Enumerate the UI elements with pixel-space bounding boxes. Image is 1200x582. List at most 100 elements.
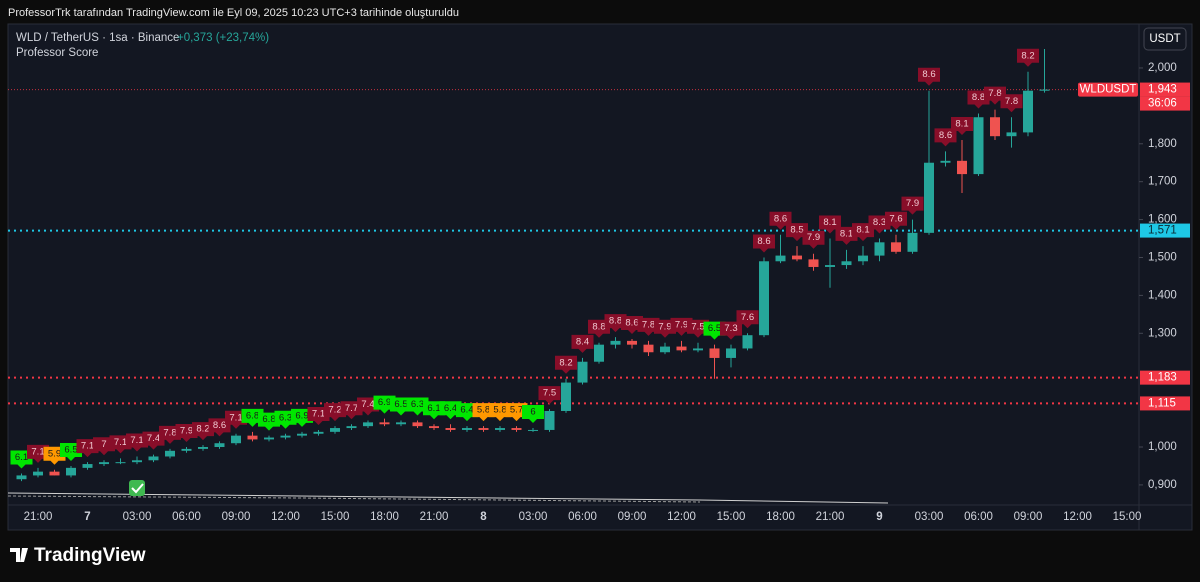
candle-body	[313, 431, 324, 434]
candle-body	[858, 255, 868, 262]
score-label: 7.8	[163, 427, 176, 438]
candle-body	[1006, 132, 1017, 137]
score-label: 8.6	[939, 130, 952, 141]
symbol-title: WLD / TetherUS · 1sa · Binance	[16, 32, 179, 44]
candle-body	[577, 361, 588, 383]
x-tick-label: 12:00	[271, 511, 300, 523]
score-label: 7.9	[658, 321, 671, 332]
score-label: 7.1	[81, 441, 94, 452]
level-label: 1,943	[1148, 84, 1177, 96]
candle-body	[594, 344, 604, 362]
candle-body	[940, 160, 951, 163]
score-label: 6.3	[411, 399, 424, 410]
candle-body	[1023, 90, 1033, 133]
candle-body	[742, 335, 753, 349]
candle-body	[297, 433, 307, 436]
y-tick-label: 2,000	[1148, 62, 1177, 74]
y-tick-label: 1,700	[1148, 176, 1177, 188]
score-label: 7.9	[675, 319, 688, 330]
candle-body	[528, 429, 538, 431]
score-bubble	[522, 405, 544, 424]
y-tick-label: 1,300	[1148, 327, 1177, 339]
candle-body	[808, 259, 819, 267]
candle-body	[643, 344, 654, 353]
candle-body	[379, 422, 390, 425]
indicator-line	[7, 492, 889, 504]
candle-body	[544, 410, 555, 430]
candle-body	[445, 428, 456, 430]
candle-body	[478, 428, 489, 430]
x-tick-label: 12:00	[1063, 511, 1092, 523]
x-tick-label: 03:00	[915, 511, 944, 523]
x-tick-label: 06:00	[568, 511, 597, 523]
level-label: 1,571	[1148, 225, 1177, 237]
symbol-tag: WLDUSDT	[1080, 84, 1137, 96]
candle-body	[148, 456, 159, 461]
candle-body	[66, 467, 76, 476]
y-tick-label: 1,000	[1148, 441, 1177, 453]
score-label: 5.9	[48, 448, 61, 459]
y-tick-label: 1,500	[1148, 252, 1177, 264]
score-label: 8.6	[922, 69, 935, 80]
score-label: 7.8	[988, 88, 1001, 99]
score-bubble	[753, 234, 775, 253]
currency-button[interactable]	[1143, 27, 1187, 51]
score-label: 7	[101, 439, 106, 450]
candle-body	[627, 340, 637, 345]
x-tick-label: 21:00	[420, 511, 449, 523]
score-label: 6.4	[444, 403, 457, 414]
candle-body	[396, 422, 406, 425]
x-tick-label: 21:00	[816, 511, 845, 523]
score-label: 8.8	[592, 321, 605, 332]
score-label: 5.7	[510, 405, 523, 416]
score-label: 5.8	[493, 405, 506, 416]
candle-body	[462, 428, 472, 430]
candle-body	[264, 437, 274, 440]
candle-body	[181, 448, 192, 451]
score-label: 7.9	[807, 232, 820, 243]
candle-body	[660, 346, 670, 353]
candle-body	[346, 426, 357, 429]
candle-body	[825, 265, 835, 267]
score-label: 6.8	[262, 414, 275, 425]
score-label: 6.9	[378, 397, 391, 408]
score-label: 6	[530, 407, 535, 418]
score-bubble	[736, 310, 759, 329]
score-bubble	[1000, 94, 1023, 113]
x-tick-label: 06:00	[172, 511, 201, 523]
candle-body	[412, 422, 423, 427]
score-label: 8.1	[856, 225, 869, 236]
check-icon	[129, 480, 145, 496]
candle-body	[990, 117, 1000, 137]
candle-body	[363, 422, 373, 427]
score-label: 8.6	[757, 236, 770, 247]
candle-body	[115, 462, 126, 464]
y-tick-label: 1,800	[1148, 138, 1177, 150]
score-label: 8.3	[873, 217, 886, 228]
score-label: 8.2	[196, 424, 209, 435]
currency[interactable]: USDT	[1149, 33, 1180, 45]
score-label: 7.1	[114, 437, 127, 448]
score-label: 7.5	[543, 388, 556, 399]
score-label: 8.6	[774, 213, 787, 224]
score-label: 7.1	[229, 412, 242, 423]
brand: TradingView	[34, 545, 146, 566]
x-tick-label: 15:00	[1113, 511, 1142, 523]
score-bubble	[571, 334, 594, 353]
score-label: 6.4	[460, 405, 473, 416]
countdown: 36:06	[1148, 98, 1177, 110]
candle-body	[973, 117, 984, 175]
candle-body	[214, 443, 225, 448]
candle-body	[726, 348, 736, 358]
score-label: 7.1	[130, 435, 143, 446]
level-label-bg	[1140, 370, 1190, 385]
candle-body	[1039, 89, 1050, 91]
candle-body	[132, 460, 142, 463]
symbol-tag-bg	[1078, 82, 1138, 97]
score-label: 6.1	[427, 403, 440, 414]
level-label-bg	[1140, 223, 1190, 238]
candle-body	[957, 160, 967, 175]
candle-body	[16, 475, 27, 480]
candle-body	[874, 242, 885, 256]
